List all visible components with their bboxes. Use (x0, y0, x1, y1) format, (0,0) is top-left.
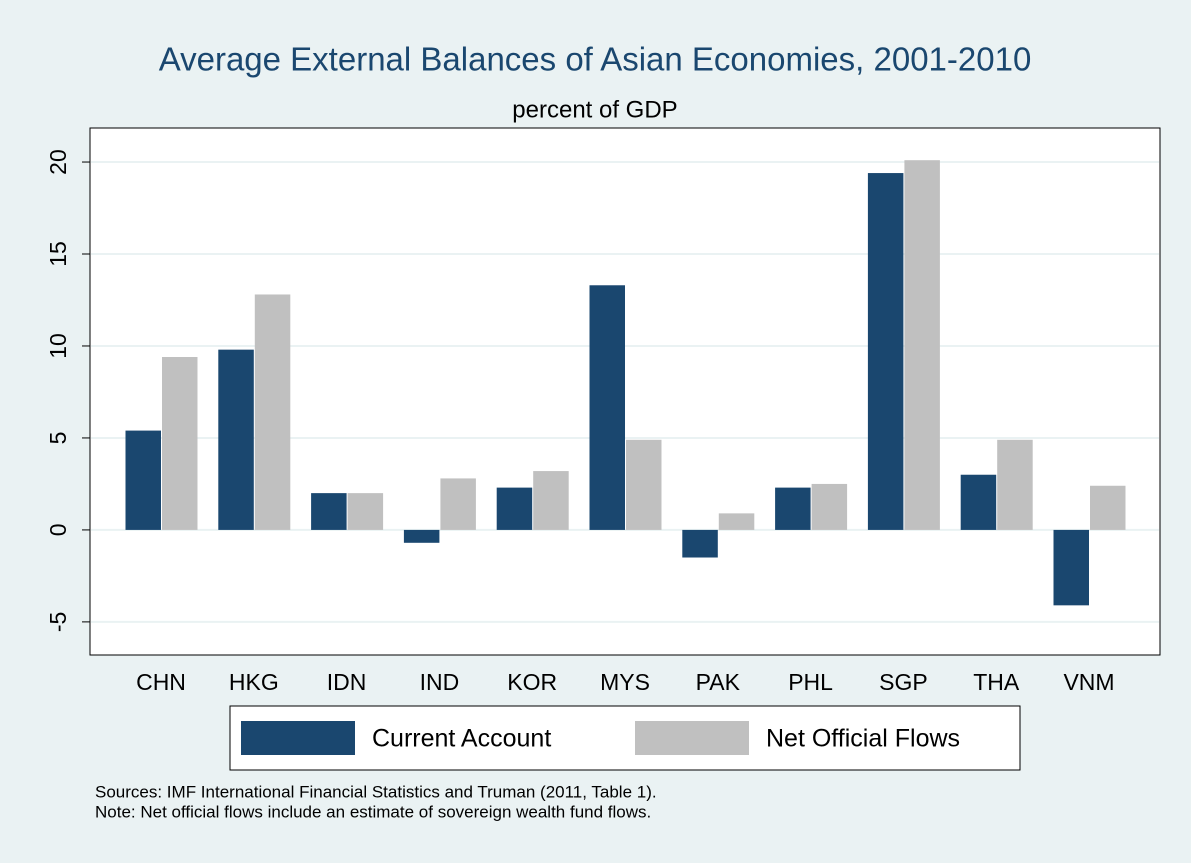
bar (960, 474, 997, 530)
bar (125, 430, 161, 530)
x-tick-label: SGP (879, 669, 928, 695)
bar (1090, 485, 1126, 530)
y-tick-label: 0 (45, 524, 71, 537)
x-tick-label: CHN (136, 669, 186, 695)
bar (718, 513, 755, 530)
bar (440, 478, 476, 530)
x-tick-label: PAK (696, 669, 741, 695)
bar (403, 529, 440, 543)
bar (347, 493, 384, 530)
bar (811, 483, 848, 530)
x-tick-label: PHL (788, 669, 833, 695)
legend-label: Net Official Flows (766, 725, 960, 753)
bar (496, 487, 533, 530)
footnote: Note: Net official flows include an esti… (95, 802, 651, 821)
legend-label: Current Account (372, 725, 551, 753)
y-tick-label: 20 (45, 149, 71, 175)
legend-swatch (635, 721, 749, 755)
bar (682, 529, 718, 558)
x-tick-label: THA (973, 669, 1020, 695)
x-tick-label: HKG (229, 669, 279, 695)
bar (589, 285, 625, 530)
footnote: Sources: IMF International Financial Sta… (95, 782, 657, 801)
bar (254, 294, 291, 530)
x-tick-label: KOR (507, 669, 557, 695)
y-tick-label: 10 (45, 333, 71, 359)
y-tick-label: -5 (45, 612, 71, 632)
chart-title: Average External Balances of Asian Econo… (159, 41, 1032, 78)
legend-swatch (241, 721, 355, 755)
x-tick-label: IND (420, 669, 460, 695)
bar (867, 173, 904, 530)
bar (904, 160, 940, 530)
bar (533, 471, 569, 530)
bar (311, 493, 347, 530)
y-tick-label: 5 (45, 432, 71, 445)
x-tick-label: IDN (327, 669, 367, 695)
x-tick-label: VNM (1063, 669, 1114, 695)
chart-subtitle: percent of GDP (512, 96, 677, 123)
bar (997, 439, 1033, 530)
y-tick-label: 15 (45, 241, 71, 267)
bar (162, 357, 198, 530)
bar (626, 439, 662, 530)
bar (1053, 529, 1089, 606)
x-tick-label: MYS (600, 669, 650, 695)
bar (775, 487, 811, 530)
legend-box (229, 705, 1021, 771)
bar (218, 349, 254, 530)
